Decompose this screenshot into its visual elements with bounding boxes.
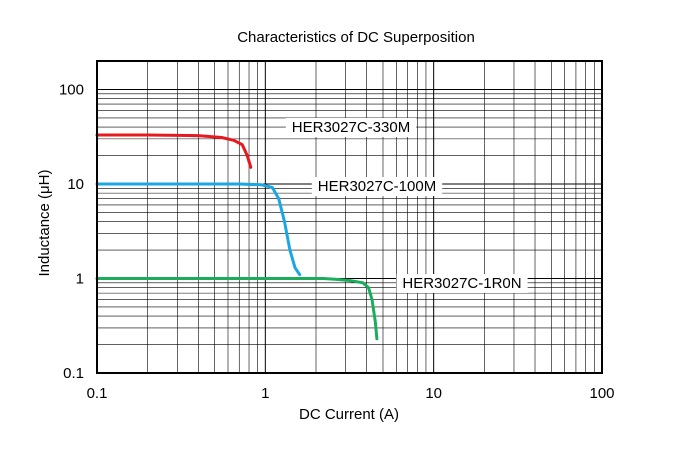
series-label: HER3027C-330M xyxy=(292,119,410,136)
grid xyxy=(96,60,602,374)
x-tick-label: 0.1 xyxy=(87,385,108,402)
tick-labels: 0.1 1 10 100 0.1 1 10 100 xyxy=(59,81,615,402)
series-label: HER3027C-100M xyxy=(318,178,436,195)
plot-frame xyxy=(96,60,603,374)
x-tick-label: 10 xyxy=(425,385,442,402)
y-tick-label: 1 xyxy=(76,270,84,287)
x-tick-label: 1 xyxy=(261,385,269,402)
y-tick-label: 100 xyxy=(59,81,84,98)
series-labels: HER3027C-330M HER3027C-100M HER3027C-1R0N xyxy=(285,118,528,293)
series-label-background xyxy=(311,177,443,196)
series-lines xyxy=(95,133,379,341)
series-label: HER3027C-1R0N xyxy=(402,275,521,292)
series-line xyxy=(95,277,379,341)
y-tick-label: 10 xyxy=(67,176,84,193)
x-axis-label: DC Current (A) xyxy=(299,406,399,423)
series-label-background xyxy=(396,274,528,293)
y-tick-label: 0.1 xyxy=(63,365,84,382)
series-line xyxy=(95,133,253,169)
y-axis-label: Inductance (μH) xyxy=(36,169,53,276)
x-tick-label: 100 xyxy=(589,385,614,402)
series-line xyxy=(95,182,302,277)
series-label-background xyxy=(285,118,417,137)
chart-title: Characteristics of DC Superposition xyxy=(237,29,475,46)
